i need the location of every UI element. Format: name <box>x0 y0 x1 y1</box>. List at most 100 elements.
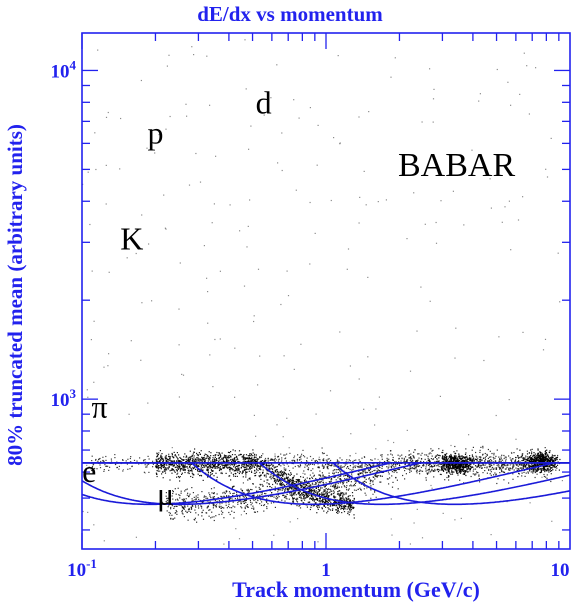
data-point <box>546 474 548 476</box>
data-point <box>300 496 302 498</box>
data-point <box>442 451 444 454</box>
data-point <box>271 459 273 461</box>
data-point <box>297 480 300 482</box>
data-point <box>395 463 397 465</box>
data-point <box>98 458 100 460</box>
data-point <box>223 491 225 493</box>
data-point <box>272 475 274 477</box>
data-point <box>229 468 231 470</box>
data-point <box>360 488 362 490</box>
data-point <box>452 466 454 468</box>
data-point <box>312 483 314 485</box>
data-point <box>379 470 381 472</box>
data-point <box>225 491 227 493</box>
data-point <box>284 472 286 474</box>
data-point <box>277 455 280 457</box>
data-point <box>204 460 206 462</box>
data-point <box>471 459 473 461</box>
data-point <box>209 463 211 465</box>
data-point <box>477 463 479 465</box>
data-point <box>418 457 420 459</box>
data-point <box>462 470 464 472</box>
data-point <box>467 471 469 473</box>
data-point <box>221 463 223 465</box>
data-point <box>297 481 300 483</box>
data-point <box>178 464 180 466</box>
data-point <box>535 455 537 457</box>
data-point <box>500 458 502 460</box>
data-point <box>547 467 549 469</box>
data-point <box>400 460 402 462</box>
data-point <box>162 464 164 466</box>
data-point <box>241 507 243 509</box>
data-point <box>334 469 336 471</box>
data-point <box>322 479 324 481</box>
data-point <box>292 497 294 499</box>
data-point <box>291 483 293 485</box>
data-point <box>292 482 294 484</box>
data-point <box>547 459 549 461</box>
data-point <box>162 461 164 463</box>
data-point <box>246 504 249 506</box>
data-point <box>357 478 359 480</box>
data-point <box>451 458 453 460</box>
data-point <box>267 503 269 505</box>
data-point <box>324 485 327 487</box>
data-point <box>168 463 170 465</box>
data-point <box>376 470 378 472</box>
data-point <box>249 453 251 455</box>
data-point <box>188 508 191 510</box>
data-point <box>187 464 189 466</box>
data-point <box>226 457 228 459</box>
data-point <box>328 477 330 479</box>
data-point <box>162 458 164 460</box>
data-point <box>285 460 287 462</box>
data-point <box>222 457 225 459</box>
data-point <box>533 464 535 466</box>
data-point <box>323 501 325 503</box>
data-point <box>441 451 443 454</box>
data-point <box>171 452 173 455</box>
data-point <box>298 505 300 507</box>
data-point <box>258 488 261 490</box>
data-point <box>330 459 332 462</box>
data-point <box>322 494 324 496</box>
data-point <box>156 470 158 472</box>
data-point <box>306 482 309 484</box>
data-point <box>548 459 550 461</box>
data-point <box>498 456 500 458</box>
data-point <box>364 463 366 465</box>
data-point <box>300 486 302 488</box>
data-point <box>267 479 269 481</box>
data-point <box>346 463 348 465</box>
data-point <box>470 465 472 468</box>
data-point <box>471 466 473 468</box>
data-point <box>425 466 427 468</box>
data-point <box>236 491 238 493</box>
data-point <box>340 498 342 500</box>
data-point <box>173 460 175 463</box>
data-point <box>200 459 202 461</box>
data-point <box>423 461 425 463</box>
data-point <box>292 482 294 484</box>
data-point <box>196 452 198 454</box>
data-point <box>184 500 186 502</box>
data-point <box>489 473 491 475</box>
data-point <box>327 488 329 490</box>
data-point <box>103 460 105 462</box>
data-point <box>357 465 359 467</box>
data-point <box>455 464 457 466</box>
data-point <box>308 464 310 466</box>
data-point <box>292 488 294 490</box>
data-point <box>478 475 480 477</box>
data-point <box>378 465 380 468</box>
data-point <box>512 466 514 468</box>
data-point <box>546 470 548 472</box>
data-point <box>179 461 181 463</box>
data-point <box>184 504 186 506</box>
data-point <box>456 459 459 461</box>
data-point <box>321 447 323 449</box>
data-point <box>313 475 315 477</box>
data-point <box>156 455 159 457</box>
data-point <box>277 497 279 499</box>
